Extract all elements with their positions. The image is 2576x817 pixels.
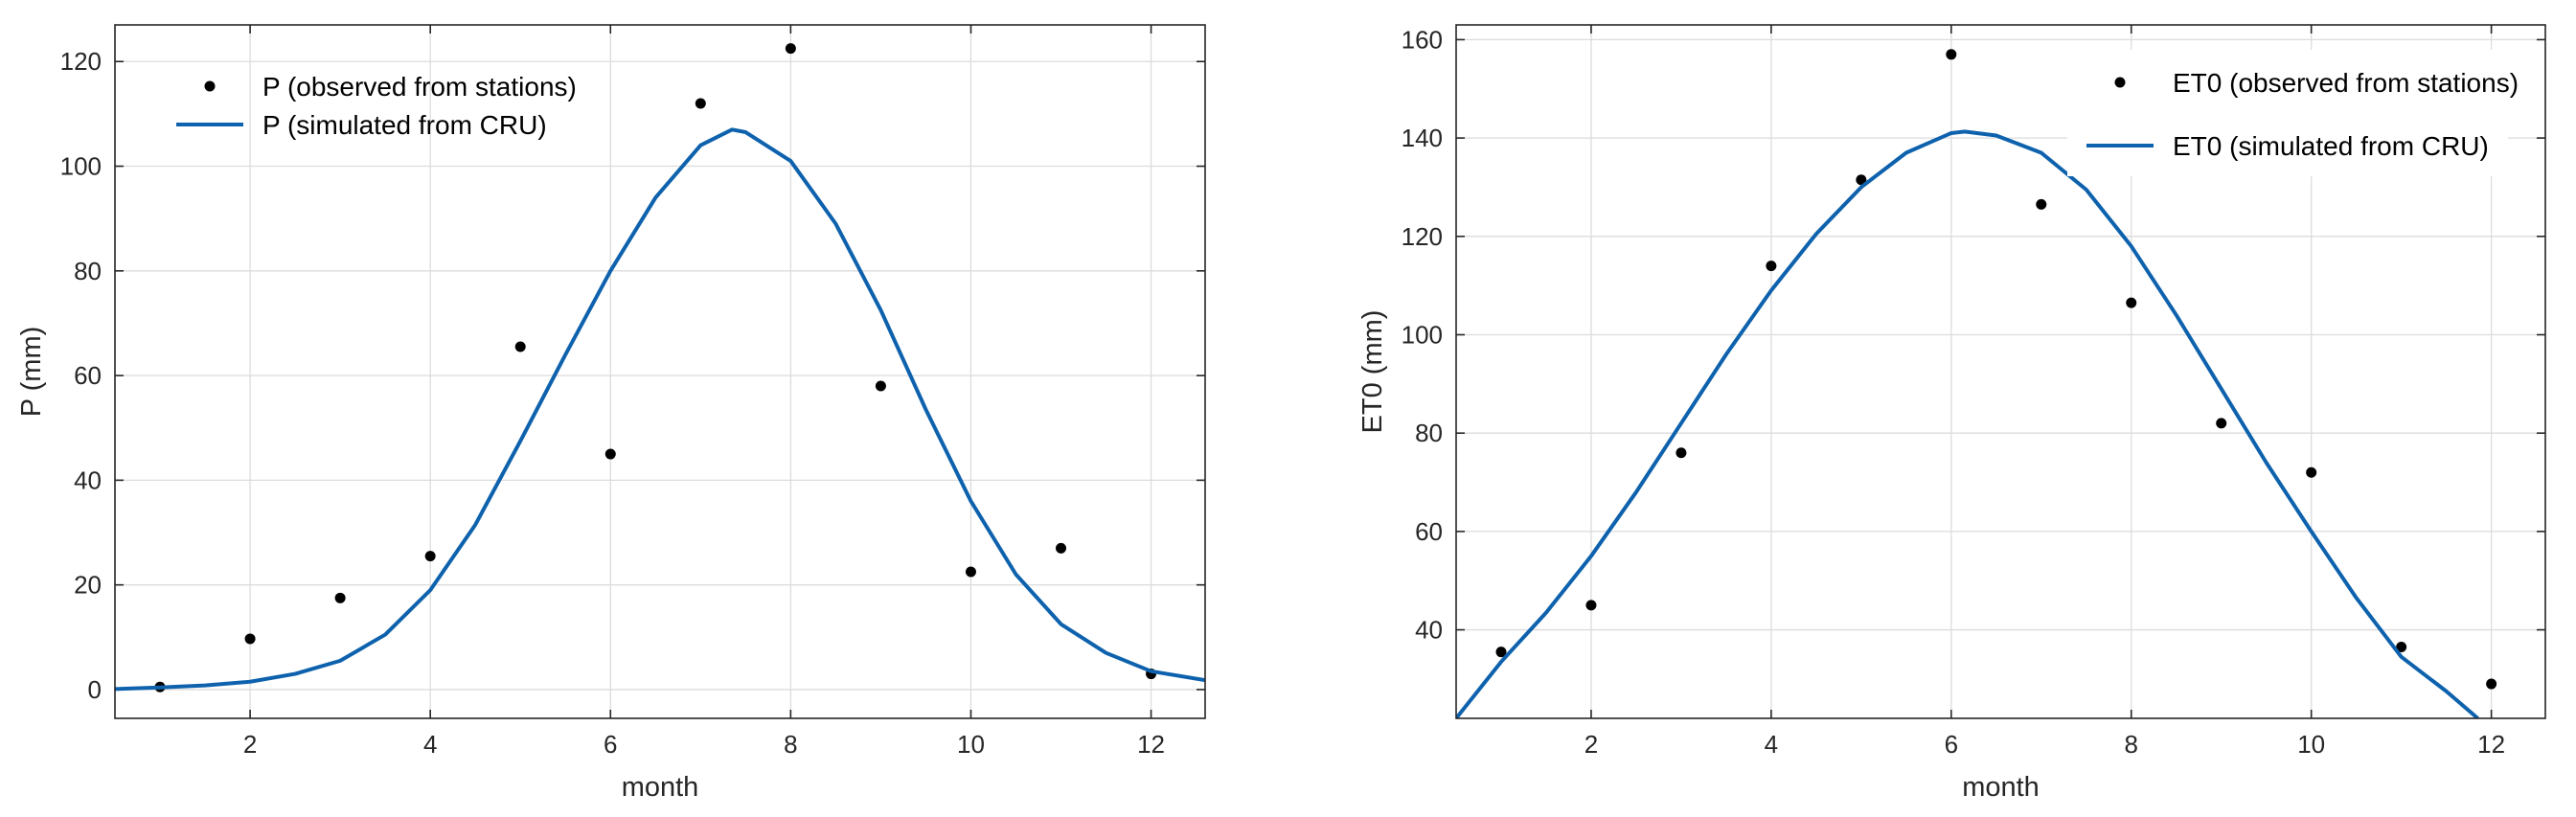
- legend: P (observed from stations) P (simulated f…: [176, 72, 577, 140]
- legend-entry-label: P (simulated from CRU): [262, 110, 547, 140]
- x-tick-label: 4: [423, 730, 437, 759]
- observed-point: [2306, 466, 2317, 478]
- observed-point: [2216, 418, 2227, 429]
- observed-point: [1766, 261, 1777, 272]
- observed-series-markers: [154, 43, 1157, 692]
- legend-entry-label: ET0 (simulated from CRU): [2173, 131, 2489, 161]
- y-tick-label: 60: [1415, 517, 1443, 546]
- right-chart-et0: 2 4 6 8 10 12 40 60 80 100 120 140 160 month ET0 (mm) E…: [1357, 24, 2546, 803]
- ticks: 2 4 6 8 10 12 40 60 80 100 120 140 160: [1402, 25, 2545, 759]
- y-tick-label: 80: [1415, 419, 1443, 447]
- observed-point: [334, 592, 346, 603]
- x-tick-label: 12: [1137, 730, 1165, 759]
- observed-point: [1495, 647, 1507, 658]
- observed-point: [244, 633, 256, 645]
- y-tick-label: 80: [74, 257, 102, 285]
- x-axis-label: month: [622, 772, 699, 803]
- legend-marker-swatch: [2114, 77, 2126, 88]
- observed-point: [875, 380, 886, 392]
- legend-entry-label: ET0 (observed from stations): [2173, 68, 2519, 98]
- observed-point: [965, 566, 976, 578]
- y-tick-label: 120: [1402, 222, 1443, 251]
- y-tick-label: 120: [60, 47, 102, 76]
- legend-entry-label: P (observed from stations): [262, 72, 577, 102]
- simulated-series-line: [1456, 129, 2479, 718]
- y-tick-label: 100: [1402, 320, 1443, 349]
- y-tick-label: 60: [74, 361, 102, 390]
- y-tick-label: 100: [60, 152, 102, 181]
- legend-marker-swatch: [204, 80, 216, 92]
- simulated-series-line: [115, 127, 1205, 692]
- x-tick-label: 10: [957, 730, 985, 759]
- legend-background: [2067, 50, 2508, 176]
- y-tick-label: 40: [1415, 616, 1443, 645]
- y-tick-label: 40: [74, 465, 102, 494]
- y-axis-label: P (mm): [16, 327, 47, 418]
- observed-point: [604, 448, 616, 460]
- x-tick-label: 4: [1765, 730, 1778, 759]
- y-tick-label: 0: [88, 675, 102, 704]
- observed-point: [514, 341, 526, 352]
- axes-frame: [1455, 24, 2546, 719]
- x-tick-label: 10: [2297, 730, 2325, 759]
- observed-point: [1946, 49, 1957, 60]
- observed-point: [2126, 297, 2137, 308]
- observed-point: [695, 98, 706, 109]
- axes-frame: [114, 24, 1206, 719]
- y-tick-label: 160: [1402, 25, 1443, 54]
- observed-point: [2036, 198, 2047, 210]
- y-tick-label: 20: [74, 571, 102, 600]
- y-tick-label: 140: [1402, 124, 1443, 152]
- observed-series-markers: [1495, 49, 2497, 690]
- observed-point: [2486, 678, 2497, 690]
- observed-point: [424, 551, 436, 562]
- y-axis-label: ET0 (mm): [1357, 310, 1388, 434]
- x-tick-label: 6: [604, 730, 617, 759]
- x-tick-label: 8: [2125, 730, 2138, 759]
- x-tick-label: 8: [784, 730, 797, 759]
- observed-point: [2396, 642, 2407, 653]
- x-tick-label: 2: [1584, 730, 1598, 759]
- x-tick-label: 6: [1945, 730, 1958, 759]
- x-tick-label: 12: [2477, 730, 2505, 759]
- x-axis-label: month: [1962, 772, 2040, 803]
- observed-point: [1585, 600, 1597, 611]
- observed-point: [1676, 447, 1687, 459]
- observed-point: [1056, 542, 1067, 554]
- observed-point: [785, 43, 796, 55]
- legend: ET0 (observed from stations) ET0 (simulat…: [2067, 50, 2519, 176]
- x-tick-label: 2: [243, 730, 257, 759]
- grid: [115, 25, 1205, 718]
- observed-point: [1856, 174, 1867, 186]
